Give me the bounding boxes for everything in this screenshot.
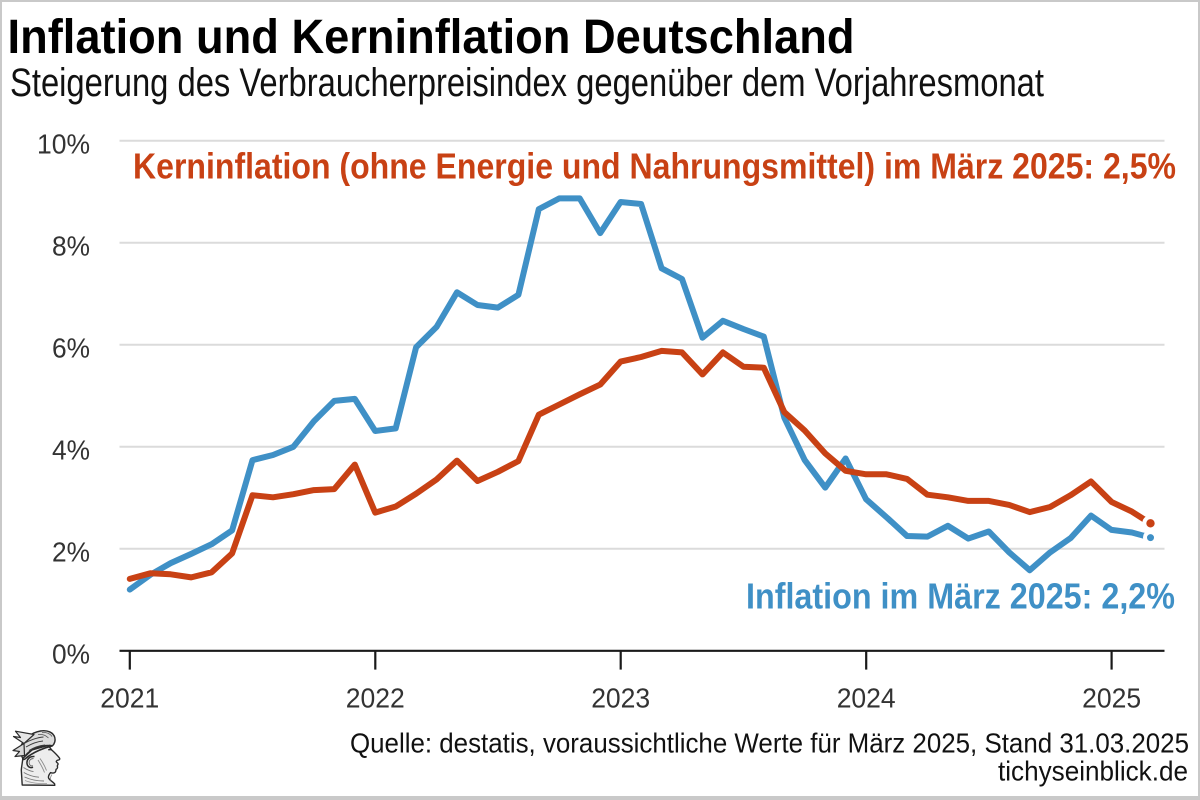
- svg-text:Quelle: destatis, voraussichtl: Quelle: destatis, voraussichtliche Werte…: [350, 727, 1189, 758]
- svg-text:6%: 6%: [52, 332, 90, 363]
- svg-text:Inflation im März 2025: 2,2%: Inflation im März 2025: 2,2%: [746, 575, 1175, 616]
- svg-text:2023: 2023: [591, 682, 650, 713]
- svg-text:0%: 0%: [52, 638, 90, 669]
- svg-text:Inflation und Kerninflation De: Inflation und Kerninflation Deutschland: [8, 11, 855, 64]
- svg-text:2022: 2022: [346, 682, 405, 713]
- svg-text:4%: 4%: [52, 434, 90, 465]
- svg-text:2025: 2025: [1082, 682, 1141, 713]
- svg-text:2021: 2021: [100, 682, 159, 713]
- svg-text:10%: 10%: [37, 128, 90, 159]
- svg-text:Kerninflation (ohne Energie un: Kerninflation (ohne Energie und Nahrungs…: [133, 146, 1176, 187]
- svg-text:8%: 8%: [52, 230, 90, 261]
- svg-text:2%: 2%: [52, 536, 90, 567]
- svg-text:2024: 2024: [837, 682, 896, 713]
- svg-text:tichyseinblick.de: tichyseinblick.de: [998, 756, 1188, 787]
- svg-text:Steigerung des Verbraucherprei: Steigerung des Verbraucherpreisindex geg…: [10, 61, 1044, 105]
